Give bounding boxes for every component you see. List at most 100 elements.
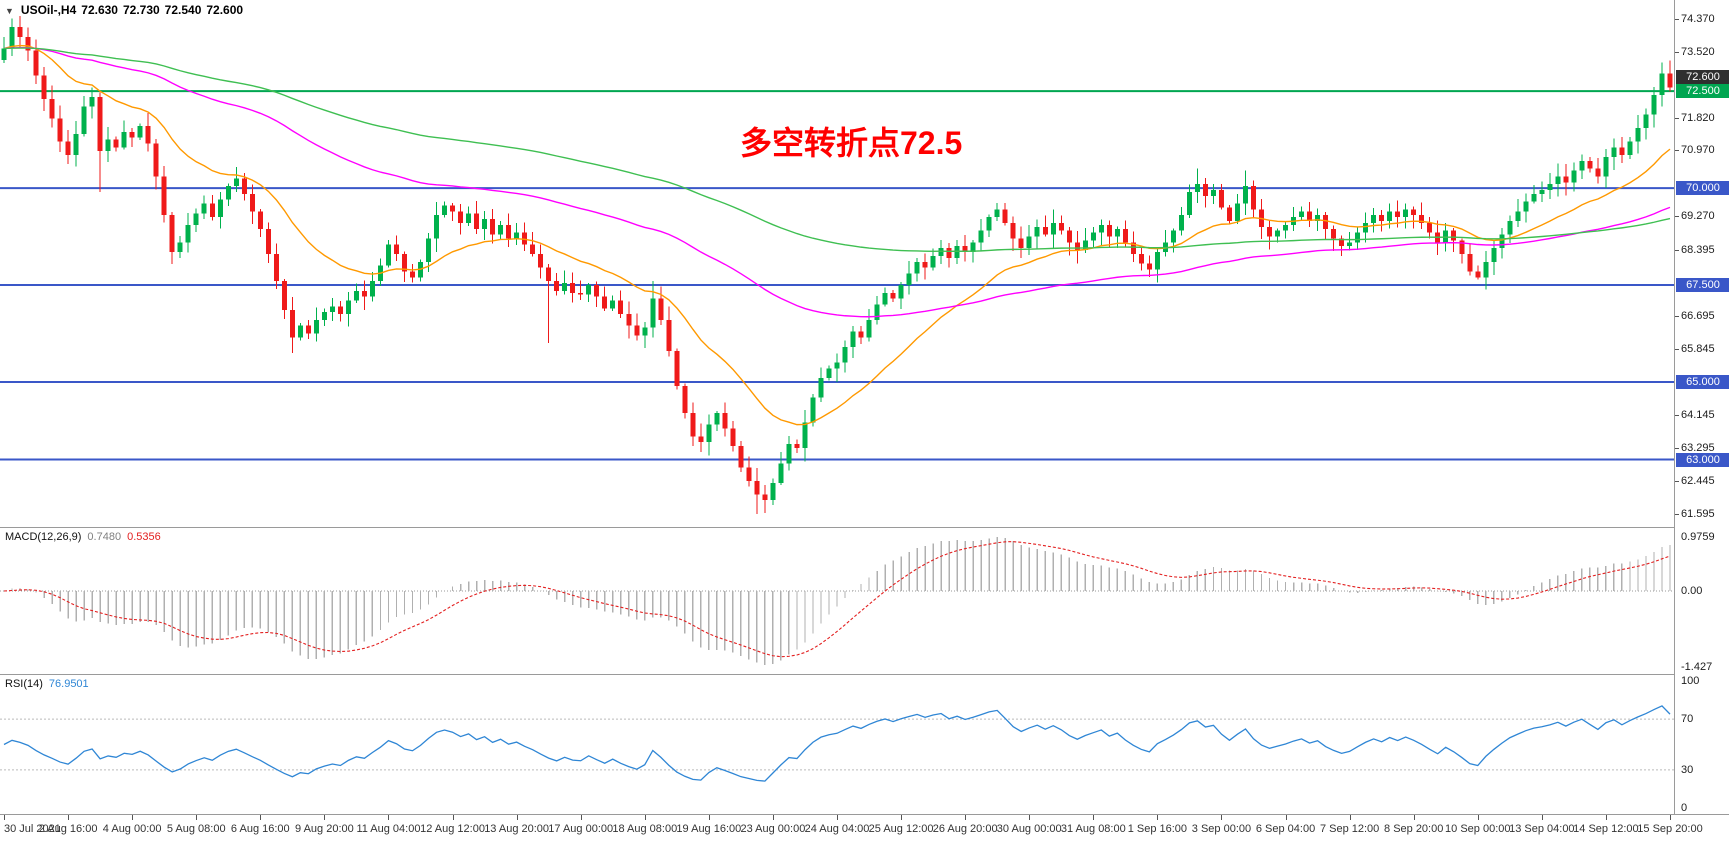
price-badge-63.000: 63.000 <box>1676 452 1729 467</box>
rsi-axis-label: 30 <box>1681 763 1694 776</box>
time-axis-tick <box>901 815 903 820</box>
chart-header: ▼ USOil-,H4 72.630 72.730 72.540 72.600 <box>5 3 248 17</box>
time-axis-label: 11 Aug 04:00 <box>356 823 421 835</box>
macd-rsi-separator[interactable] <box>0 674 1729 675</box>
macd-histogram <box>11 536 1671 666</box>
time-axis-label: 31 Aug 08:00 <box>1060 823 1126 835</box>
annotation-text[interactable]: 多空转折点72.5 <box>740 125 963 161</box>
ohlc-high: 72.730 <box>122 3 160 17</box>
time-axis-label: 30 Aug 00:00 <box>996 823 1062 835</box>
macd-main-value: 0.7480 <box>87 531 122 543</box>
price-axis-tick <box>1675 250 1679 252</box>
time-axis-tick <box>1413 815 1415 820</box>
time-axis-tick <box>1670 815 1671 820</box>
collapse-panel-icon[interactable]: ▼ <box>5 6 14 16</box>
time-axis-label: 19 Aug 16:00 <box>676 823 742 835</box>
rsi-label: RSI(14) <box>5 678 43 690</box>
time-axis-label: 1 Sep 16:00 <box>1127 823 1188 835</box>
price-axis-tick <box>1675 415 1679 417</box>
price-badge-67.500: 67.500 <box>1676 278 1729 293</box>
price-axis-label: 66.695 <box>1681 310 1715 323</box>
time-axis-label: 12 Aug 12:00 <box>420 823 485 835</box>
ohlc-open: 72.630 <box>81 3 118 17</box>
price-axis-label: 68.395 <box>1681 244 1715 257</box>
time-axis-tick <box>1157 815 1159 820</box>
time-axis-tick <box>132 815 134 820</box>
price-axis-label: 61.595 <box>1681 508 1715 520</box>
time-axis-label: 23 Aug 00:00 <box>740 823 806 835</box>
time-axis-tick <box>388 815 390 820</box>
price-axis-tick <box>1675 150 1679 152</box>
rsi-axis-label: 0 <box>1681 802 1688 814</box>
time-axis-tick <box>965 815 967 820</box>
time-axis-label: 7 Sep 12:00 <box>1319 823 1380 835</box>
rsi-indicator-chart[interactable] <box>0 675 1674 814</box>
time-axis[interactable]: 30 Jul 2021 2 Aug 16:00 4 Aug 00:00 5 Aug 0… <box>0 815 1729 844</box>
time-axis-label: 5 Aug 08:00 <box>166 823 226 835</box>
time-axis-label: 2 Aug 16:00 <box>38 823 98 835</box>
macd-label: MACD(12,26,9) <box>5 531 82 543</box>
time-axis-tick <box>452 815 454 820</box>
price-axis-tick <box>1675 18 1679 20</box>
time-axis-tick <box>516 815 518 820</box>
price-axis[interactable]: 74.370 73.520 71.820 70.970 69.270 68.395 66.6… <box>1674 0 1729 814</box>
price-badge-65.000: 65.000 <box>1676 374 1729 389</box>
rsi-axis-label: 70 <box>1681 713 1694 726</box>
time-axis-label: 18 Aug 08:00 <box>612 823 678 835</box>
macd-signal-value: 0.5356 <box>127 531 161 543</box>
price-badge-70.000: 70.000 <box>1676 181 1729 196</box>
price-axis-tick <box>1675 514 1679 515</box>
time-axis-tick <box>1605 815 1607 820</box>
time-axis-tick <box>68 815 70 820</box>
rsi-value: 76.9501 <box>48 678 89 690</box>
macd-axis-label-bottom: -1.427 <box>1681 661 1713 673</box>
time-axis-tick <box>1029 815 1031 820</box>
time-axis-tick <box>1093 815 1095 820</box>
time-axis-tick <box>4 815 5 820</box>
time-axis-label: 24 Aug 04:00 <box>804 823 870 835</box>
time-axis-tick <box>1477 815 1479 820</box>
macd-axis-label-top: 0.9759 <box>1681 531 1715 543</box>
time-axis-label: 15 Sep 20:00 <box>1637 823 1703 835</box>
price-axis-label: 73.520 <box>1681 45 1715 58</box>
rsi-line <box>3 705 1671 782</box>
price-axis-tick <box>1675 316 1679 318</box>
time-axis-label: 13 Aug 20:00 <box>484 823 550 835</box>
price-axis-label: 70.970 <box>1681 144 1715 157</box>
time-axis-tick <box>1285 815 1287 820</box>
time-axis-label: 17 Aug 00:00 <box>548 823 614 835</box>
time-axis-tick <box>1541 815 1543 820</box>
price-axis-label: 71.820 <box>1681 111 1715 124</box>
time-axis-label: 30 Jul 2021 <box>4 823 61 835</box>
time-axis-label: 14 Sep 12:00 <box>1573 823 1639 835</box>
time-axis-label: 25 Aug 12:00 <box>868 823 934 835</box>
ma-mid-line <box>3 46 1671 318</box>
price-axis-label: 63.295 <box>1681 442 1715 455</box>
time-axis-label: 13 Sep 04:00 <box>1509 823 1575 835</box>
price-axis-tick <box>1675 216 1679 218</box>
macd-axis-label-zero: 0.00 <box>1681 584 1703 597</box>
time-axis-tick <box>837 815 838 820</box>
macd-header: MACD(12,26,9) 0.7480 0.5356 <box>5 531 167 543</box>
rsi-header: RSI(14) 76.9501 <box>5 678 95 690</box>
time-axis-tick <box>644 815 646 820</box>
time-axis-tick <box>196 815 198 820</box>
ohlc-close: 72.600 <box>206 3 244 17</box>
price-axis-label: 64.145 <box>1681 409 1715 422</box>
symbol-timeframe-label: USOil-,H4 <box>20 3 77 17</box>
time-axis-tick <box>260 815 262 820</box>
price-axis-tick <box>1675 117 1679 119</box>
time-axis-tick <box>580 815 582 820</box>
time-axis-tick <box>1221 815 1223 820</box>
time-axis-tick <box>1349 815 1351 820</box>
ma-slow-line <box>3 47 1671 253</box>
price-axis-tick <box>1675 481 1679 483</box>
main-price-chart[interactable] <box>0 0 1674 527</box>
price-axis-label: 69.270 <box>1681 210 1715 223</box>
macd-signal-line <box>3 541 1671 658</box>
time-axis-label: 6 Aug 16:00 <box>230 823 290 835</box>
main-macd-separator[interactable] <box>0 527 1729 528</box>
time-axis-label: 10 Sep 00:00 <box>1445 823 1511 835</box>
macd-indicator-chart[interactable] <box>0 528 1674 674</box>
